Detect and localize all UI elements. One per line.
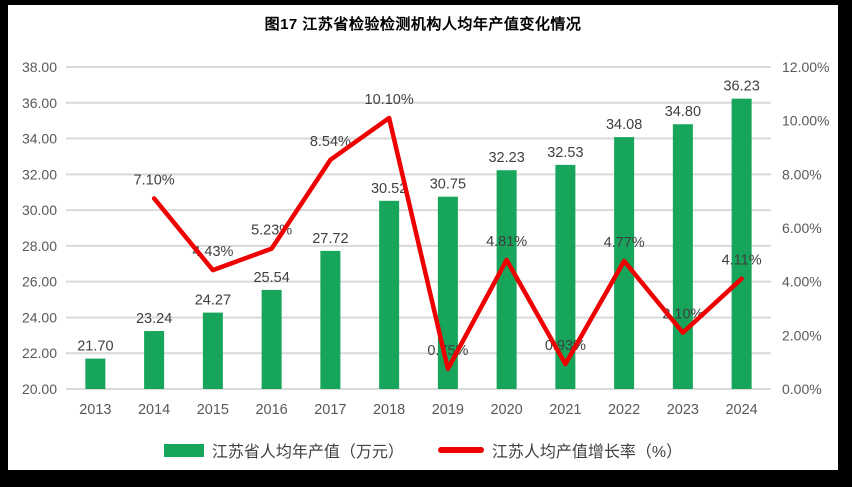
bar-2023 (672, 124, 693, 389)
x-tick-2013: 2013 (79, 402, 111, 418)
line-label-2022: 4.77% (604, 235, 645, 251)
x-tick-2018: 2018 (373, 402, 405, 418)
right-axis-tick-6: 6.00% (782, 220, 822, 236)
legend-item-line-series: 江苏人均产值增长率（%） (437, 438, 683, 462)
bar-label-2020: 32.23 (488, 150, 524, 166)
x-tick-2022: 2022 (608, 402, 640, 418)
bar-2017 (320, 250, 341, 389)
combo-chart-plot: 20.00 22.00 24.00 26.00 28.00 30.00 32.00 34.00… (22, 59, 830, 418)
left-axis-tick-24: 24.00 (22, 309, 57, 325)
chart-card: 图17 江苏省检验检测机构人均年产值变化情况 20.00 22.00 24.00 26… (8, 5, 838, 470)
bar-label-2022: 34.08 (606, 117, 642, 133)
bar-2014 (144, 331, 165, 389)
left-axis-tick-30: 30.00 (22, 202, 57, 218)
bar-label-2023: 34.80 (665, 104, 701, 120)
x-tick-2019: 2019 (432, 402, 464, 418)
bar-label-2016: 25.54 (253, 270, 289, 286)
left-axis-tick-26: 26.00 (22, 274, 57, 290)
line-series-swatch (437, 447, 484, 453)
bar-2024 (731, 98, 752, 389)
x-tick-2014: 2014 (138, 402, 170, 418)
left-axis-tick-36: 36.00 (22, 95, 57, 111)
bar-label-2014: 23.24 (136, 311, 172, 327)
bar-2015 (202, 312, 223, 389)
growth-rate-line (151, 115, 744, 372)
left-axis-tick-20: 20.00 (22, 381, 57, 397)
bar-label-2024: 36.23 (723, 79, 759, 95)
bar-label-2013: 21.70 (77, 339, 113, 355)
left-axis-tick-38: 38.00 (22, 59, 57, 75)
line-series-label: 江苏人均产值增长率（%） (491, 444, 683, 461)
bar-2021 (555, 164, 576, 389)
right-axis-tick-2: 2.00% (782, 327, 822, 343)
right-axis-tick-4: 4.00% (782, 274, 822, 290)
bar-label-2019: 30.75 (430, 177, 466, 193)
left-axis-tick-22: 22.00 (22, 345, 57, 361)
left-axis-tick-28: 28.00 (22, 238, 57, 254)
x-tick-2020: 2020 (490, 402, 522, 418)
bar-label-2015: 24.27 (195, 293, 231, 309)
right-axis-tick-8: 8.00% (782, 166, 822, 182)
bar-label-2017: 27.72 (312, 231, 348, 247)
right-axis-tick-12: 12.00% (782, 59, 829, 75)
x-tick-2016: 2016 (255, 402, 287, 418)
line-label-2024: 4.11% (722, 253, 762, 269)
line-label-2018: 10.10% (365, 92, 414, 108)
bar-label-2018: 30.52 (371, 181, 407, 197)
bar-series-label: 江苏省人均年产值（万元） (211, 444, 404, 461)
x-tick-2021: 2021 (549, 402, 581, 418)
bar-2013 (85, 358, 106, 389)
left-axis-tick-32: 32.00 (22, 166, 57, 182)
line-label-2017: 8.54% (310, 134, 351, 150)
bar-series-swatch (163, 443, 204, 457)
line-label-2014: 7.10% (134, 172, 175, 188)
bar-2018 (379, 200, 400, 389)
x-tick-2023: 2023 (667, 402, 699, 418)
right-axis-tick-10: 10.00% (782, 113, 829, 129)
right-axis-tick-0: 0.00% (782, 381, 822, 397)
line-label-2020: 4.81% (486, 234, 527, 250)
legend-item-bar-series: 江苏省人均年产值（万元） (163, 438, 404, 462)
left-axis-tick-34: 34.00 (22, 131, 57, 147)
bar-2020 (496, 170, 517, 389)
bar-label-2021: 32.53 (547, 145, 583, 161)
x-tick-2024: 2024 (725, 402, 757, 418)
x-tick-2017: 2017 (314, 402, 346, 418)
x-tick-2015: 2015 (197, 402, 229, 418)
legend: 江苏省人均年产值（万元） 江苏人均产值增长率（%） (8, 433, 838, 467)
chart-title: 图17 江苏省检验检测机构人均年产值变化情况 (264, 16, 582, 33)
bar-2016 (261, 289, 282, 389)
